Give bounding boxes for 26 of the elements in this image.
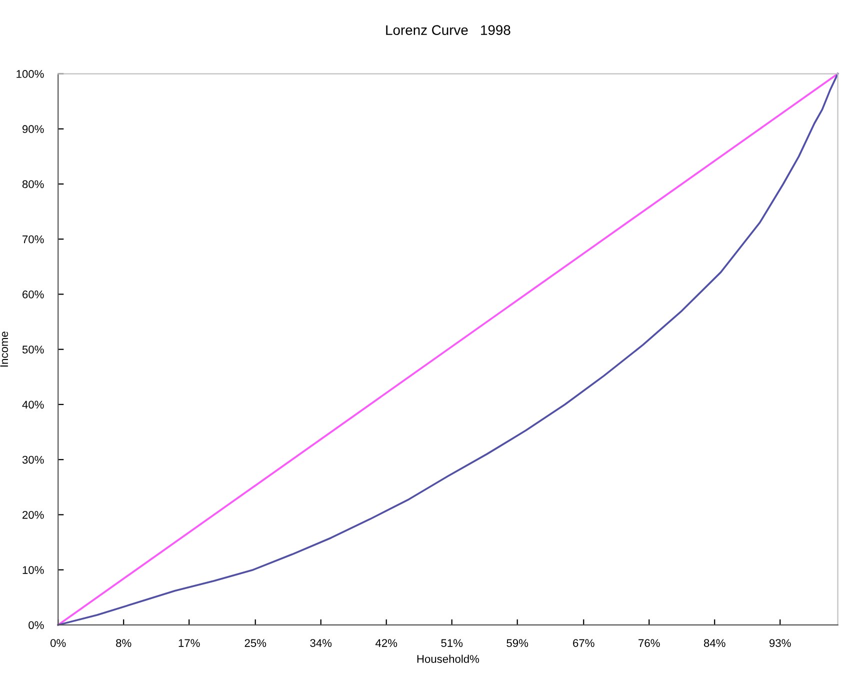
y-tick-label: 0% xyxy=(28,621,44,630)
y-tick-label: 50% xyxy=(22,346,44,354)
x-tick-label: 34% xyxy=(310,639,332,647)
y-tick-label: 10% xyxy=(22,566,44,574)
x-tick-label: 84% xyxy=(704,639,726,647)
y-tick-label: 70% xyxy=(22,235,44,244)
y-tick-label: 30% xyxy=(22,456,44,464)
x-tick-label: 76% xyxy=(638,639,660,647)
y-axis-title: Income xyxy=(0,332,8,367)
x-tick-label: 17% xyxy=(178,639,200,647)
x-axis-title: Household% xyxy=(417,654,480,663)
y-tick-label: 20% xyxy=(22,510,44,519)
chart-title: Lorenz Curve 1998 xyxy=(386,25,510,36)
x-tick-label: 51% xyxy=(441,639,463,647)
x-tick-label: 0% xyxy=(50,639,66,647)
y-tick-label: 80% xyxy=(22,180,44,188)
x-tick-label: 59% xyxy=(506,639,528,647)
y-tick-label: 60% xyxy=(22,290,44,298)
x-tick-label: 67% xyxy=(573,639,594,647)
x-tick-label: 42% xyxy=(375,639,398,647)
x-tick-label: 93% xyxy=(769,639,791,647)
x-tick-label: 25% xyxy=(244,639,266,647)
y-tick-label: 90% xyxy=(22,125,44,134)
y-tick-label: 40% xyxy=(22,400,44,409)
x-tick-label: 8% xyxy=(116,639,132,647)
y-tick-label: 100% xyxy=(16,70,44,78)
